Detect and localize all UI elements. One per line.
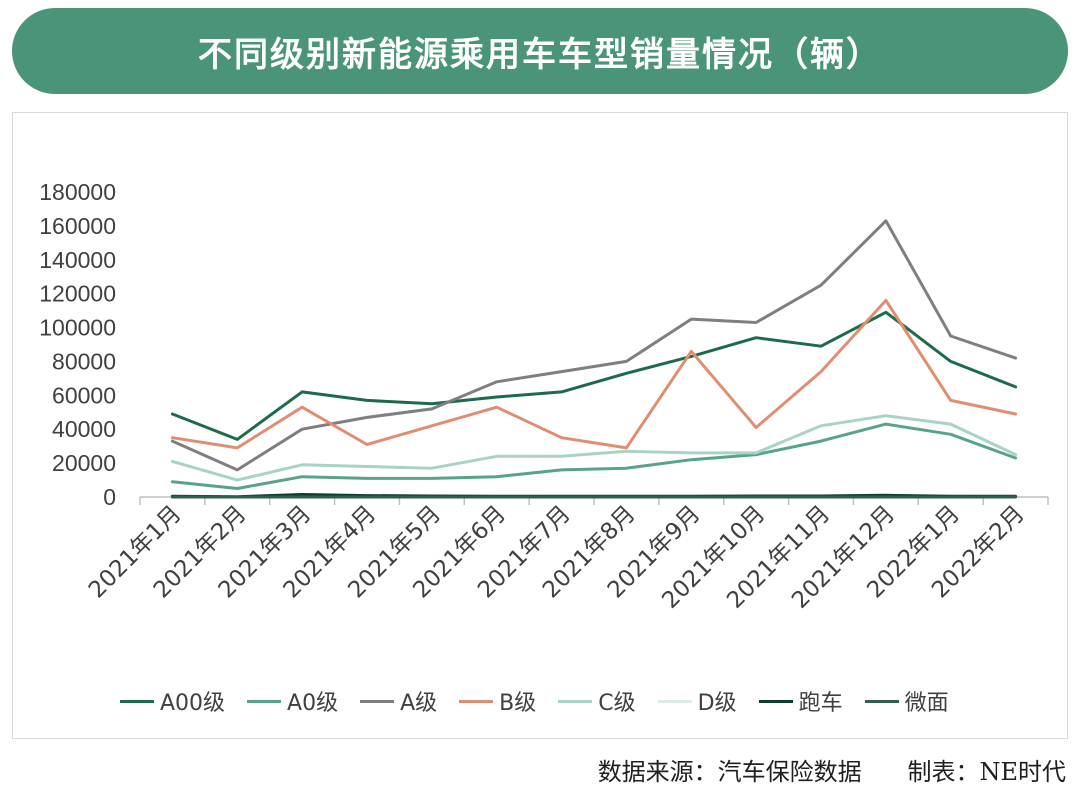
series-line [170,414,1018,482]
legend-swatch [360,699,395,703]
y-tick-label: 60000 [52,382,116,408]
chart-title-bar: 不同级别新能源乘用车车型销量情况（辆） [12,8,1068,94]
series-line [170,219,1018,472]
legend-item: D级 [657,685,737,717]
x-axis-labels: 2021年1月2021年2月2021年3月2021年4月2021年5月2021年… [84,501,1030,614]
y-tick-label: 40000 [52,416,116,442]
legend-item: A级 [360,685,437,717]
legend-label: C级 [598,691,636,716]
legend-swatch [864,699,899,703]
legend-item: 跑车 [758,685,843,717]
y-tick-label: 180000 [39,179,116,205]
legend-item: A00级 [120,685,225,717]
y-tick-label: 160000 [39,213,116,239]
legend-label: A0级 [287,691,339,716]
chart-credit: 制表：NE时代 [907,758,1066,786]
y-axis-labels: 0 20000 40000 60000 80000 100000 120000 140000 1… [39,179,116,510]
y-tick-label: 80000 [52,348,116,374]
series-line [170,422,1018,490]
y-tick-label: 140000 [39,247,116,273]
legend-item: C级 [558,685,636,717]
legend-item: A0级 [247,685,338,717]
series-lines [170,219,1018,499]
chart-title: 不同级别新能源乘用车车型销量情况（辆） [198,34,882,75]
data-source: 数据来源：汽车保险数据 [597,758,862,786]
legend-label: 跑车 [798,691,843,716]
series-line [170,298,1018,450]
legend-swatch [558,699,593,703]
legend-swatch [459,699,494,703]
legend-label: B级 [499,691,537,716]
legend-label: A00级 [160,691,226,716]
source-line: 数据来源：汽车保险数据 制表：NE时代 [598,752,1066,787]
legend-swatch [657,699,692,703]
series-line [170,310,1018,441]
legend-label: 微面 [904,691,949,716]
legend: A00级 A0级 A级 B级 C级 D级 跑车 微面 [120,686,971,716]
y-tick-label: 20000 [52,450,116,476]
legend-item: B级 [459,685,536,717]
y-tick-label: 0 [103,484,116,510]
legend-swatch [120,699,154,703]
spacer [862,758,908,786]
legend-label: A级 [400,691,438,716]
legend-swatch [247,699,282,703]
legend-label: D级 [697,691,737,716]
legend-item: 微面 [864,685,949,717]
y-tick-label: 120000 [39,281,116,307]
y-tick-label: 100000 [39,315,116,341]
legend-swatch [758,699,793,703]
